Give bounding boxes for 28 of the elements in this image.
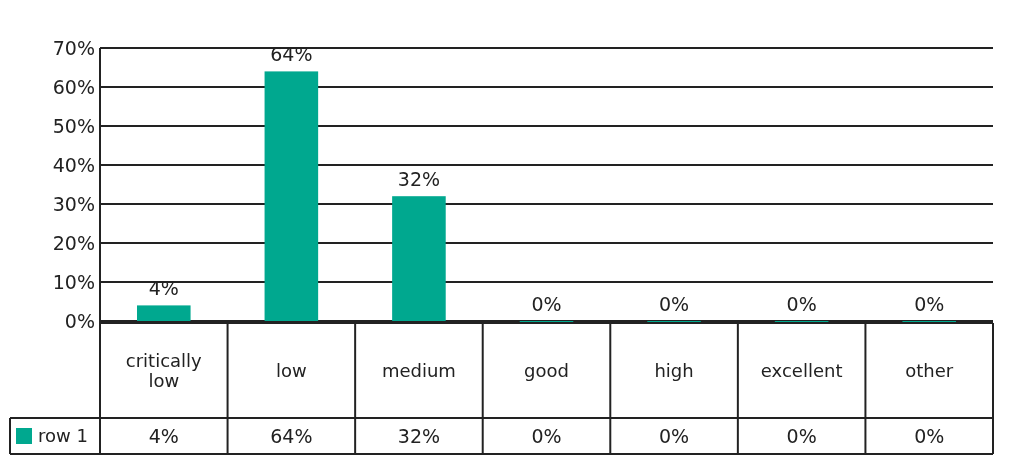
- text: 0%: [786, 424, 817, 447]
- text: 32%: [397, 424, 441, 447]
- text: 0%: [914, 424, 945, 447]
- text: 0%: [531, 293, 562, 315]
- text: 0%: [531, 424, 562, 447]
- x-tick-label: low: [275, 359, 307, 381]
- x-tick-label: medium: [381, 359, 456, 381]
- x-tick-label: high: [654, 359, 694, 381]
- y-tick-label: 60%: [52, 75, 95, 98]
- y-tick-label: 10%: [52, 270, 95, 293]
- y-tick-label: 20%: [52, 231, 95, 254]
- y-tick-label: 50%: [52, 114, 95, 137]
- text: 0%: [786, 293, 817, 315]
- y-tick-label: 70%: [52, 36, 95, 59]
- text: 64%: [270, 424, 313, 447]
- text: 0%: [658, 424, 690, 447]
- y-tick-label: 30%: [52, 192, 95, 215]
- x-tick-label: excellent: [760, 359, 843, 381]
- x-tick-label: good: [524, 359, 569, 381]
- y-tick-label: 40%: [52, 153, 95, 176]
- x-tick-label: critically low: [125, 349, 203, 391]
- text: 4%: [148, 424, 179, 447]
- x-tick-label: other: [905, 359, 954, 381]
- text: 0%: [914, 293, 945, 315]
- text: 0%: [658, 293, 690, 315]
- y-tick-label: 0%: [64, 309, 95, 332]
- text: 32%: [397, 168, 441, 191]
- legend-label: row 1: [38, 425, 88, 447]
